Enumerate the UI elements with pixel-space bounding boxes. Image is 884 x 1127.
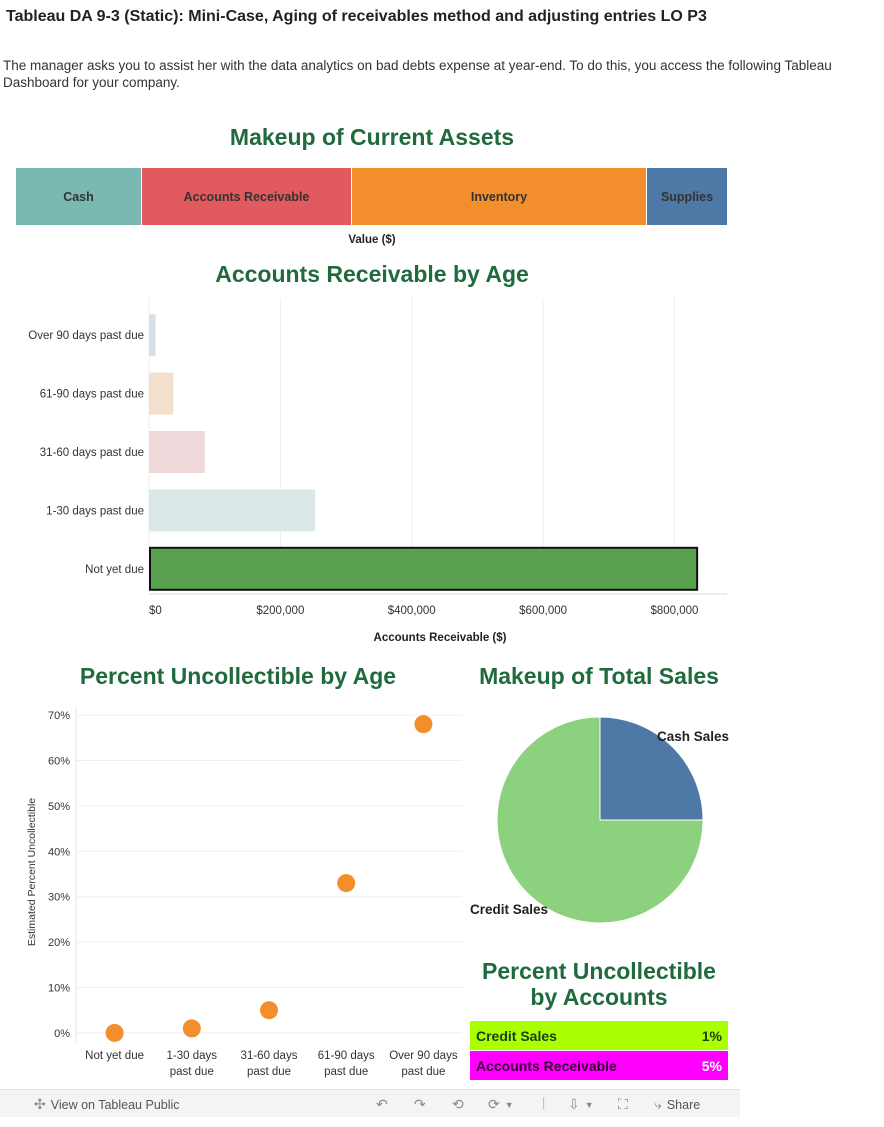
tableau-toolbar: ✣ View on Tableau Public ↶ ↷ ⟲ ⟳ ▼ | ⇩ ▼ ⛶… <box>0 1089 740 1117</box>
pu-category-label: 31-60 days <box>241 1050 298 1062</box>
asset-segment-cash[interactable]: Cash <box>16 168 142 225</box>
ar-bar[interactable] <box>149 372 174 415</box>
ar-age-title: Accounts Receivable by Age <box>215 261 529 287</box>
ar-x-axis-label: Accounts Receivable ($) <box>374 632 507 644</box>
pu-point[interactable] <box>337 874 356 893</box>
pu-point[interactable] <box>260 1001 278 1020</box>
pu-tick-label: 0% <box>54 1028 70 1040</box>
download-button[interactable]: ⇩ ▼ <box>568 1096 594 1113</box>
ar-bar[interactable] <box>149 314 156 357</box>
ar-tick-label: $600,000 <box>519 605 567 617</box>
view-on-tableau-label: View on Tableau Public <box>50 1097 180 1112</box>
ar-tick-label: $800,000 <box>650 605 698 617</box>
pu-tick-label: 40% <box>48 846 70 858</box>
ar-category-label: 1-30 days past due <box>46 505 144 517</box>
asset-segment-inventory[interactable]: Inventory <box>352 168 647 225</box>
pu-tick-label: 10% <box>48 983 70 995</box>
ar-category-label: 61-90 days past due <box>40 389 144 401</box>
pu-row-value: 5% <box>701 1057 722 1074</box>
view-on-tableau-public-link[interactable]: ✣ View on Tableau Public <box>34 1096 180 1113</box>
share-icon: ⤷ <box>654 1096 662 1112</box>
assets-title: Makeup of Current Assets <box>229 124 515 150</box>
asset-segment-label: Inventory <box>470 189 528 204</box>
pu-category-label: Over 90 days <box>389 1050 458 1062</box>
pu-y-axis-label: Estimated Percent Uncollectible <box>26 798 38 946</box>
pu-point[interactable] <box>105 1023 124 1042</box>
redo-button[interactable]: ↷ <box>414 1096 426 1113</box>
pu-point[interactable] <box>182 1019 201 1038</box>
tableau-logo-icon: ✣ <box>34 1096 46 1112</box>
pu-category-label: Not yet due <box>85 1050 144 1062</box>
pu-category-label: past due <box>247 1066 291 1078</box>
pu-row-accounts-receivable[interactable]: Accounts Receivable 5% <box>470 1051 728 1080</box>
asset-segment-label: Cash <box>63 189 94 204</box>
toolbar-divider: | <box>542 1096 546 1110</box>
pu-category-label: past due <box>324 1066 368 1078</box>
undo-button[interactable]: ↶ <box>376 1096 388 1113</box>
pu-tick-label: 30% <box>48 892 70 904</box>
fullscreen-button[interactable]: ⛶ <box>618 1096 628 1113</box>
redo-icon: ↷ <box>414 1096 426 1112</box>
share-button[interactable]: ⤷ Share <box>654 1096 700 1113</box>
pu-accounts-title: Percent Uncollectible by Accounts <box>470 958 728 1010</box>
ar-category-label: Not yet due <box>85 564 144 576</box>
pu-category-label: past due <box>401 1066 445 1078</box>
pause-button[interactable]: ⟳ ▼ <box>488 1096 514 1113</box>
asset-segment-label: Accounts Receivable <box>183 189 310 204</box>
ar-tick-label: $400,000 <box>388 605 436 617</box>
chevron-down-icon: ▼ <box>584 1099 594 1110</box>
ar-bar[interactable] <box>149 546 699 591</box>
ar-category-label: 31-60 days past due <box>40 447 144 459</box>
current-assets-bar[interactable]: Cash Accounts Receivable Inventory Supplies <box>16 168 728 225</box>
pie-label-credit-sales: Credit Sales <box>470 902 548 917</box>
ar-category-label: Over 90 days past due <box>28 330 144 342</box>
asset-segment-supplies[interactable]: Supplies <box>647 168 728 225</box>
asset-segment-accounts-receivable[interactable]: Accounts Receivable <box>142 168 352 225</box>
pu-accounts-title-line2: by Accounts <box>530 984 668 1010</box>
ar-bar[interactable] <box>149 431 205 473</box>
undo-icon: ↶ <box>376 1096 388 1112</box>
pu-point[interactable] <box>414 715 433 734</box>
pie-slice[interactable] <box>496 716 704 924</box>
pie-label-cash-sales: Cash Sales <box>657 729 729 744</box>
pie-slice[interactable] <box>599 716 704 821</box>
fullscreen-icon: ⛶ <box>618 1096 628 1112</box>
pause-icon: ⟳ <box>488 1096 500 1112</box>
ar-tick-label: $200,000 <box>256 605 304 617</box>
intro-text: The manager asks you to assist her with … <box>3 58 832 90</box>
pu-category-label: 1-30 days <box>167 1050 218 1062</box>
pu-tick-label: 50% <box>48 801 70 813</box>
pu-accounts-title-line1: Percent Uncollectible <box>482 958 716 984</box>
pu-tick-label: 70% <box>48 710 70 722</box>
pct-uncollectible-chart[interactable]: 0% 10% 20% 30% 40% 50% 60% 70% Not yet due 1-30 d… <box>0 700 470 1085</box>
pu-row-label: Credit Sales <box>476 1027 557 1044</box>
pu-category-label: past due <box>170 1066 214 1078</box>
download-icon: ⇩ <box>568 1096 580 1112</box>
pu-row-credit-sales[interactable]: Credit Sales 1% <box>470 1021 728 1050</box>
revert-icon: ⟲ <box>452 1096 464 1112</box>
ar-tick-label: $0 <box>149 605 162 617</box>
revert-button[interactable]: ⟲ <box>452 1096 464 1113</box>
share-label: Share <box>666 1097 701 1112</box>
asset-segment-label: Supplies <box>660 189 714 204</box>
assets-axis-label: Value ($) <box>348 234 396 246</box>
chevron-down-icon: ▼ <box>504 1099 514 1110</box>
pct-uncollectible-title: Percent Uncollectible by Age <box>79 663 397 689</box>
pu-tick-label: 20% <box>48 937 70 949</box>
ar-bar[interactable] <box>149 489 316 532</box>
ar-by-age-chart[interactable]: $0 $200,000 $400,000 $600,000 $800,000 Over 9… <box>0 290 740 652</box>
sales-pie-chart[interactable]: Cash Sales Credit Sales <box>460 705 750 945</box>
pu-category-label: 61-90 days <box>318 1050 375 1062</box>
sales-title: Makeup of Total Sales <box>479 663 719 689</box>
pu-row-value: 1% <box>701 1027 722 1044</box>
pu-tick-label: 60% <box>48 755 70 767</box>
page-title: Tableau DA 9-3 (Static): Mini-Case, Agin… <box>6 8 707 25</box>
pu-row-label: Accounts Receivable <box>476 1057 617 1074</box>
